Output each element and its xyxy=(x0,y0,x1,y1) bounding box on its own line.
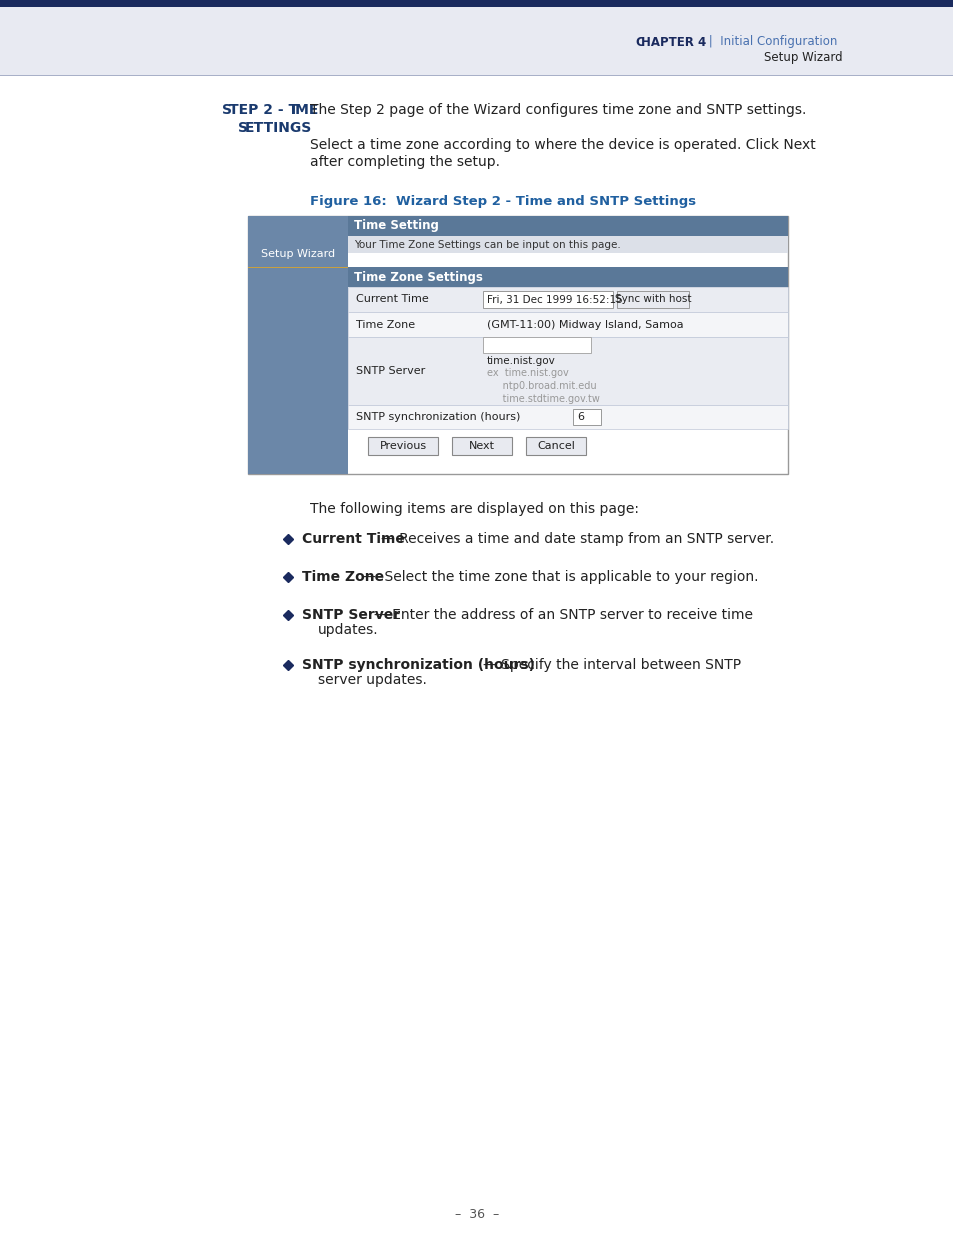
Text: |  Initial Configuration: | Initial Configuration xyxy=(704,36,837,48)
Text: 6: 6 xyxy=(577,412,583,422)
Text: ntp0.broad.mit.edu: ntp0.broad.mit.edu xyxy=(486,382,596,391)
Text: Current Time: Current Time xyxy=(355,294,428,305)
Bar xyxy=(248,216,348,474)
Bar xyxy=(482,337,590,353)
Text: time.nist.gov: time.nist.gov xyxy=(486,356,556,366)
Text: –  36  –: – 36 – xyxy=(455,1209,498,1221)
Text: updates.: updates. xyxy=(317,622,378,637)
Bar xyxy=(452,437,512,454)
Text: S: S xyxy=(237,121,248,135)
Bar xyxy=(617,291,688,308)
Bar xyxy=(248,216,787,474)
Text: — Enter the address of an SNTP server to receive time: — Enter the address of an SNTP server to… xyxy=(374,608,753,622)
Text: Cancel: Cancel xyxy=(537,441,575,451)
Text: Next: Next xyxy=(469,441,495,451)
Text: The following items are displayed on this page:: The following items are displayed on thi… xyxy=(310,501,639,516)
Bar xyxy=(348,216,787,236)
Text: SNTP synchronization (hours): SNTP synchronization (hours) xyxy=(355,412,519,422)
Text: IME: IME xyxy=(291,103,319,117)
Text: SNTP Server: SNTP Server xyxy=(355,366,425,375)
Bar xyxy=(348,337,787,405)
Bar xyxy=(482,291,613,308)
Bar xyxy=(348,405,787,429)
Bar xyxy=(348,312,787,337)
Text: Sync with host: Sync with host xyxy=(614,294,691,305)
Text: (GMT-11:00) Midway Island, Samoa: (GMT-11:00) Midway Island, Samoa xyxy=(486,320,683,330)
Text: Time Setting: Time Setting xyxy=(354,220,438,232)
Text: SNTP Server: SNTP Server xyxy=(302,608,399,622)
Bar xyxy=(348,267,787,287)
Text: — Receives a time and date stamp from an SNTP server.: — Receives a time and date stamp from an… xyxy=(380,532,773,546)
Text: Your Time Zone Settings can be input on this page.: Your Time Zone Settings can be input on … xyxy=(354,240,620,249)
Bar xyxy=(348,287,787,312)
Bar xyxy=(368,437,437,454)
Bar xyxy=(573,409,600,425)
Text: after completing the setup.: after completing the setup. xyxy=(310,156,499,169)
Text: HAPTER 4: HAPTER 4 xyxy=(640,36,705,48)
Text: ex  time.nist.gov: ex time.nist.gov xyxy=(486,368,568,378)
Text: Time Zone: Time Zone xyxy=(355,320,415,330)
Bar xyxy=(0,0,953,7)
Text: Time Zone: Time Zone xyxy=(302,571,384,584)
Text: ETTINGS: ETTINGS xyxy=(245,121,312,135)
Text: Setup Wizard: Setup Wizard xyxy=(261,249,335,259)
Text: Select a time zone according to where the device is operated. Click Next: Select a time zone according to where th… xyxy=(310,138,815,152)
Text: SNTP synchronization (hours): SNTP synchronization (hours) xyxy=(302,658,535,672)
Text: Setup Wizard: Setup Wizard xyxy=(763,52,842,64)
Text: Fri, 31 Dec 1999 16:52:15: Fri, 31 Dec 1999 16:52:15 xyxy=(486,294,622,305)
Text: time.stdtime.gov.tw: time.stdtime.gov.tw xyxy=(486,394,599,404)
Text: server updates.: server updates. xyxy=(317,673,426,687)
Text: Current Time: Current Time xyxy=(302,532,404,546)
Text: The Step 2 page of the Wizard configures time zone and SNTP settings.: The Step 2 page of the Wizard configures… xyxy=(310,103,805,117)
Text: TEP 2 - T: TEP 2 - T xyxy=(229,103,297,117)
Bar xyxy=(0,7,953,75)
Bar xyxy=(248,267,348,268)
Text: S: S xyxy=(222,103,232,117)
Bar xyxy=(348,236,787,253)
Text: Time Zone Settings: Time Zone Settings xyxy=(354,270,482,284)
Text: — Specify the interval between SNTP: — Specify the interval between SNTP xyxy=(482,658,740,672)
Text: —  Select the time zone that is applicable to your region.: — Select the time zone that is applicabl… xyxy=(361,571,758,584)
Text: Previous: Previous xyxy=(379,441,426,451)
Bar xyxy=(525,437,585,454)
Text: Figure 16:  Wizard Step 2 - Time and SNTP Settings: Figure 16: Wizard Step 2 - Time and SNTP… xyxy=(310,195,696,207)
Text: C: C xyxy=(635,36,643,48)
